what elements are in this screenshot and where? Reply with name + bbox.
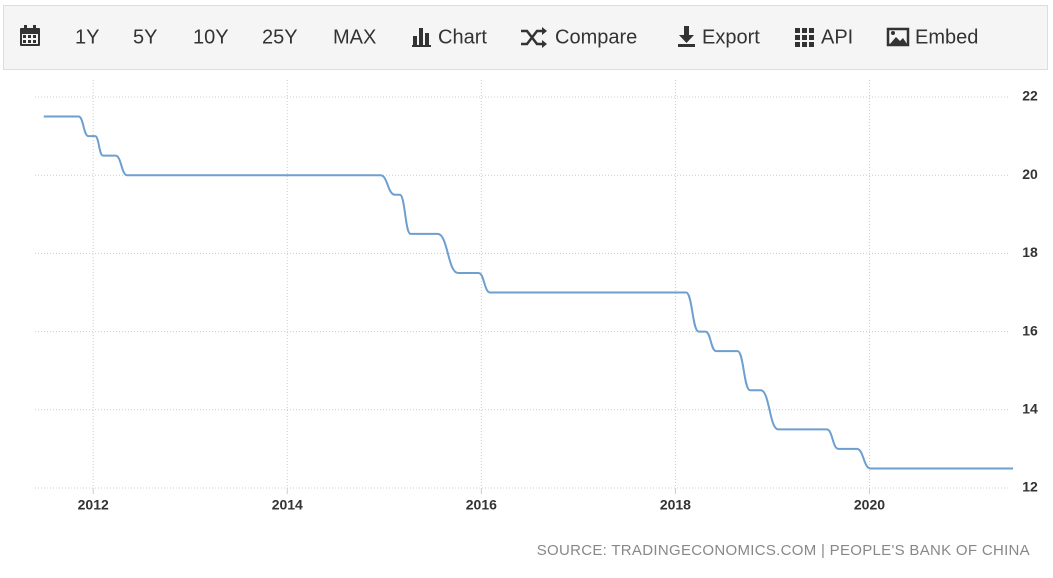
data-line [43,115,1014,470]
export-button[interactable]: Export [702,26,760,48]
chart-button[interactable]: Chart [438,26,487,48]
source: SOURCE: TRADINGECONOMICS.COM | PEOPLE'S … [537,542,1030,559]
range-button[interactable]: 10Y [193,26,229,48]
toolbar [3,5,1048,70]
compare-button[interactable]: Compare [555,26,637,48]
embed-button[interactable]: Embed [915,26,978,48]
export-icon[interactable] [678,26,695,47]
embed-icon[interactable] [886,27,910,47]
x-tick-label: 2020 [854,497,885,513]
x-tick-label: 2018 [660,497,691,513]
y-tick-label: 22 [1022,88,1038,104]
api-button[interactable]: API [821,26,853,48]
y-tick-label: 20 [1022,166,1038,182]
range-button[interactable]: 5Y [133,26,157,48]
x-tick-label: 2012 [78,497,109,513]
chart-icon[interactable] [412,28,431,47]
y-tick-label: 18 [1022,244,1038,260]
range-button[interactable]: 1Y [75,26,99,48]
plot: 12 14 16 18 20 22 2012 2014 2016 2018 2020 [35,80,1038,513]
x-tick-label: 2016 [466,497,497,513]
calendar-icon[interactable] [20,25,40,46]
range-button[interactable]: 25Y [262,26,298,48]
y-tick-label: 14 [1022,401,1038,417]
y-tick-label: 16 [1022,322,1038,338]
y-tick-label: 12 [1022,479,1038,495]
api-icon[interactable] [795,28,814,47]
range-button[interactable]: MAX [333,26,376,48]
x-tick-label: 2014 [272,497,303,513]
compare-icon[interactable] [521,27,547,48]
